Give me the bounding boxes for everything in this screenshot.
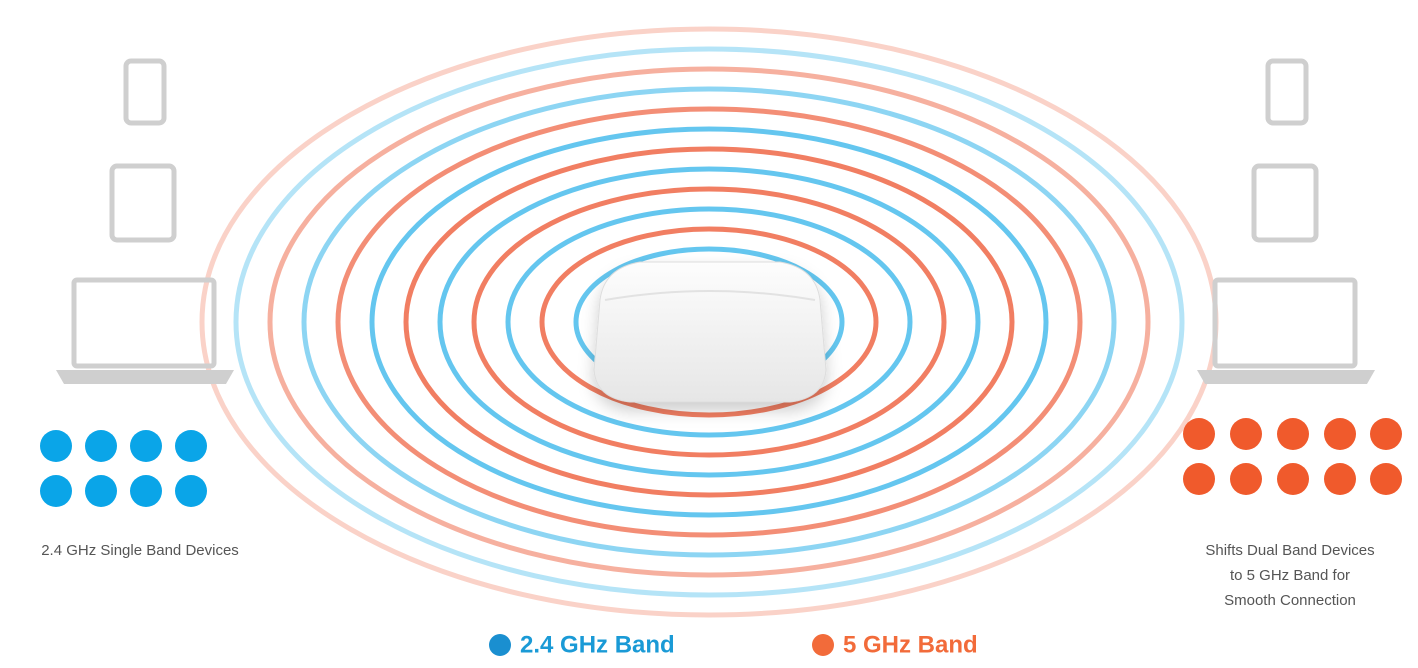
ring [437, 166, 981, 478]
router [593, 261, 827, 403]
legend-label: 2.4 GHz Band [520, 631, 675, 658]
dot [1183, 418, 1215, 450]
ring [403, 146, 1015, 498]
right-caption: Smooth Connection [1224, 592, 1356, 609]
signal-rings [199, 26, 1219, 618]
dot [1324, 418, 1356, 450]
ring [539, 226, 879, 418]
legend-label: 5 GHz Band [843, 631, 978, 658]
legend-swatch [489, 634, 511, 656]
dot [1230, 418, 1262, 450]
ring [505, 206, 913, 438]
right-caption: to 5 GHz Band for [1230, 567, 1350, 584]
ring [301, 86, 1117, 558]
legend-swatch [812, 634, 834, 656]
dot [130, 430, 162, 462]
right-devices [1197, 58, 1375, 384]
dot [1230, 463, 1262, 495]
dot [1277, 418, 1309, 450]
dot [1277, 463, 1309, 495]
dot [130, 475, 162, 507]
dot [1324, 463, 1356, 495]
ring [471, 186, 947, 458]
ring [335, 106, 1083, 538]
dot [40, 475, 72, 507]
dot [40, 430, 72, 462]
ring [369, 126, 1049, 518]
dot [1183, 463, 1215, 495]
dot [175, 475, 207, 507]
dot [85, 475, 117, 507]
left-devices [56, 58, 234, 384]
device-dots [40, 418, 1402, 507]
right-caption: Shifts Dual Band Devices [1205, 542, 1374, 559]
ring [233, 46, 1185, 598]
dot [85, 430, 117, 462]
dot [175, 430, 207, 462]
dot [1370, 418, 1402, 450]
ring [267, 66, 1151, 578]
left-caption: 2.4 GHz Single Band Devices [41, 542, 239, 559]
dot [1370, 463, 1402, 495]
